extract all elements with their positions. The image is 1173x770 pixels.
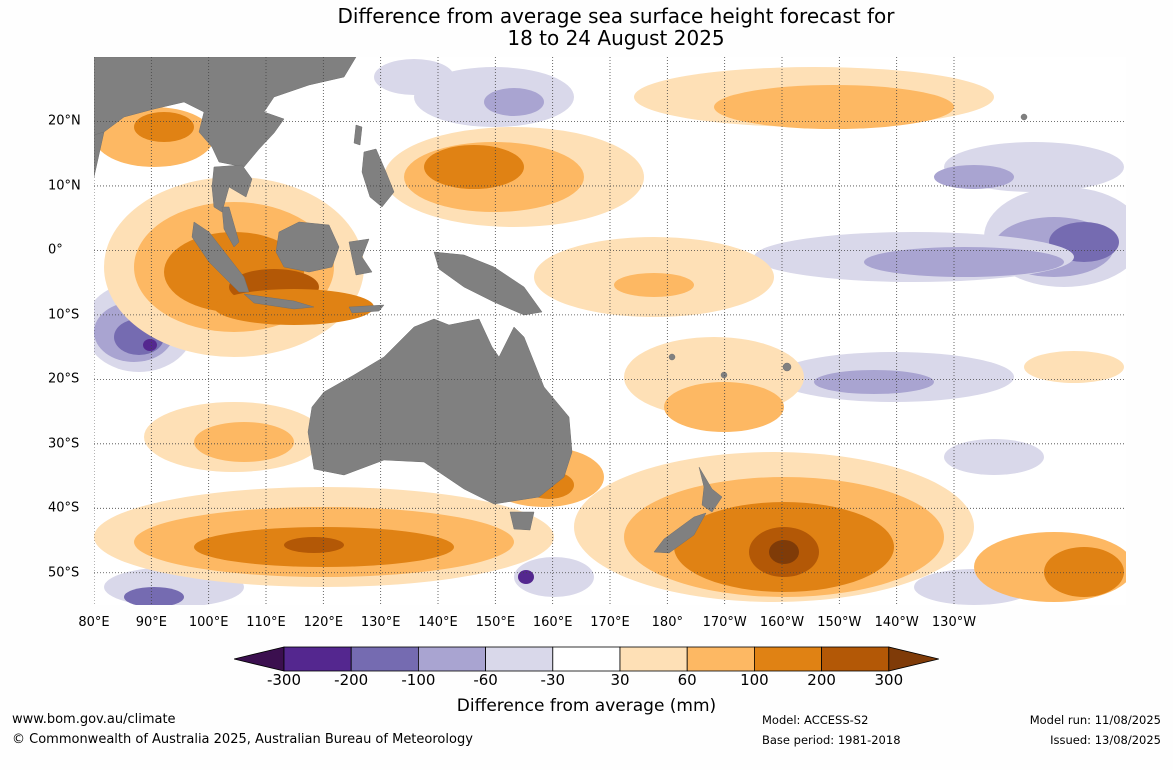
longitude-label: 150°W — [817, 615, 862, 630]
colorbar-segment — [619, 646, 688, 672]
colorbar-tick-label: 100 — [740, 671, 769, 689]
colorbar-segment — [417, 646, 486, 672]
latitude-label: 20°S — [48, 371, 80, 387]
model-name: Model: ACCESS-S2 — [762, 713, 869, 727]
website-link[interactable]: www.bom.gov.au/climate — [12, 712, 176, 727]
colorbar-segment — [754, 646, 823, 672]
sea-surface-height-map — [94, 57, 1126, 605]
fiji-islands — [782, 362, 792, 372]
longitude-label: 90°E — [135, 615, 167, 630]
colorbar-tick-label: 60 — [677, 671, 697, 689]
colorbar-tick-label: -30 — [540, 671, 566, 689]
colorbar-arrow-low — [234, 646, 285, 672]
copyright-text: © Commonwealth of Australia 2025, Austra… — [12, 732, 473, 747]
colorbar-label: Difference from average (mm) — [456, 696, 717, 716]
longitude-label: 170°E — [590, 615, 630, 630]
colorbar-segment — [283, 646, 352, 672]
indochina-landmass — [211, 164, 253, 213]
issued-date: Issued: 13/08/2025 — [1050, 733, 1161, 747]
new-guinea — [433, 251, 543, 316]
latitude-label: 30°S — [48, 436, 80, 452]
colorbar-arrow-high — [888, 646, 939, 672]
borneo — [275, 221, 340, 273]
longitude-label: 130°E — [360, 615, 401, 630]
title-line-2: 18 to 24 August 2025 — [507, 26, 725, 50]
timor — [348, 304, 385, 314]
longitude-label: 140°E — [418, 615, 458, 630]
longitude-label: 170°W — [702, 615, 747, 630]
philippines — [361, 148, 395, 208]
sumatra — [191, 221, 250, 293]
colorbar-tick-label: -100 — [401, 671, 436, 689]
colorbar-tick-label: 200 — [807, 671, 836, 689]
malay-peninsula — [221, 206, 240, 248]
map-canvas — [94, 57, 1126, 605]
asia-coast-2 — [94, 131, 105, 178]
hawaii-islands — [1020, 113, 1028, 121]
longitude-label: 120°E — [303, 615, 344, 630]
landmasses — [94, 57, 1028, 554]
longitude-label: 160°E — [532, 615, 573, 630]
new-caledonia — [668, 353, 676, 361]
australia — [307, 318, 573, 505]
new-zealand-north — [698, 466, 723, 513]
longitude-label: 160°W — [759, 615, 805, 630]
colorbar-segment — [552, 646, 621, 672]
longitude-label: 100°E — [188, 615, 229, 630]
longitude-label: 180° — [651, 615, 683, 630]
latitude-label: 0° — [48, 242, 63, 258]
model-run-date: Model run: 11/08/2025 — [1029, 713, 1161, 727]
colorbar-segment — [821, 646, 890, 672]
asia-landmass — [94, 57, 357, 168]
colorbar-segment — [350, 646, 419, 672]
vanuatu-islands — [720, 371, 728, 379]
longitude-label: 130°W — [931, 615, 977, 630]
latitude-label: 20°N — [48, 113, 81, 129]
longitude-label: 150°E — [475, 615, 516, 630]
colorbar-tick-label: -200 — [334, 671, 369, 689]
java — [243, 293, 315, 310]
colorbar — [234, 646, 939, 672]
colorbar-segment — [686, 646, 755, 672]
taiwan — [353, 124, 363, 146]
base-period: Base period: 1981-2018 — [762, 733, 901, 747]
latitude-label: 10°S — [48, 307, 80, 323]
colorbar-segment — [485, 646, 554, 672]
latitude-label: 50°S — [48, 565, 80, 581]
latitude-label: 40°S — [48, 500, 80, 516]
colorbar-tick-label: 30 — [610, 671, 630, 689]
latitude-label: 10°N — [48, 178, 81, 194]
tasmania — [509, 511, 535, 531]
title-line-1: Difference from average sea surface heig… — [337, 4, 895, 28]
longitude-label: 80°E — [78, 615, 110, 630]
sulawesi — [348, 238, 373, 276]
map-title: Difference from average sea surface heig… — [0, 5, 1173, 49]
longitude-label: 110°E — [246, 615, 286, 630]
map-gridlines — [94, 57, 1126, 605]
colorbar-tick-label: -60 — [473, 671, 498, 689]
longitude-label: 140°W — [874, 615, 919, 630]
colorbar-tick-label: -300 — [266, 671, 302, 689]
colorbar-tick-label: 300 — [874, 671, 904, 689]
